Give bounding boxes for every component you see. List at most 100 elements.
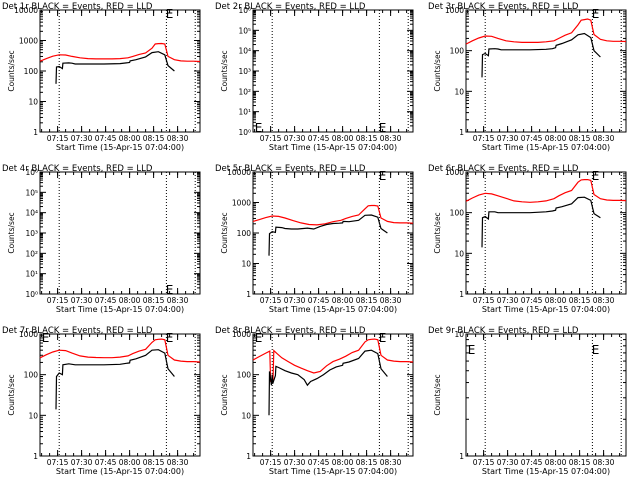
y-tick-label: 100 (237, 371, 252, 380)
y-tick-label: 100 (450, 47, 465, 56)
event-marker-e: E (255, 331, 263, 345)
y-axis-label: Counts/sec (7, 374, 16, 415)
x-axis-label: Start Time (15-Apr-15 07:04:00) (482, 305, 610, 314)
x-axis-label: Start Time (15-Apr-15 07:04:00) (56, 305, 184, 314)
lld-series-line (465, 179, 627, 203)
event-marker-e: E (592, 343, 600, 357)
panel-title: Det 5r BLACK = Events, RED = LLD (215, 164, 366, 174)
x-axis-label: Start Time (15-Apr-15 07:04:00) (482, 467, 610, 476)
x-tick-label: 07:15 (260, 296, 282, 305)
x-tick-label: 07:30 (284, 458, 306, 467)
panel-title: Det 1r BLACK = Events, RED = LLD (2, 2, 153, 12)
panel-title: Det 6r BLACK = Events, RED = LLD (428, 164, 579, 174)
plot-frame (465, 9, 627, 133)
y-tick-label: 1 (246, 290, 251, 299)
event-marker-e: E (592, 169, 600, 183)
events-series-line (268, 349, 388, 416)
x-tick-label: 08:00 (119, 296, 141, 305)
y-tick-label: 10000 (14, 6, 38, 15)
y-tick-label: 1 (459, 128, 464, 137)
x-axis-label: Start Time (15-Apr-15 07:04:00) (269, 143, 397, 152)
x-tick-label: 08:30 (593, 458, 615, 467)
y-tick-label: 1000 (19, 330, 38, 339)
panel-title: Det 9r BLACK = Events, RED = LLD (428, 326, 579, 336)
y-tick-label: 10⁴ (238, 47, 251, 56)
y-tick-label: 10⁰ (238, 128, 251, 137)
y-tick-label: 1 (33, 452, 38, 461)
x-tick-label: 07:45 (95, 296, 117, 305)
event-marker-e: E (379, 331, 387, 345)
y-tick-label: 1000 (445, 6, 464, 15)
panel-title: Det 7r BLACK = Events, RED = LLD (2, 326, 153, 336)
y-axis-label: Counts/sec (7, 212, 16, 253)
x-axis-label: Start Time (15-Apr-15 07:04:00) (269, 467, 397, 476)
event-marker-e: E (592, 7, 600, 21)
y-tick-label: 10 (28, 411, 38, 420)
detector-panel: Det 1r BLACK = Events, RED = LLD 1 10 100 10… (2, 2, 201, 152)
x-tick-label: 08:15 (143, 296, 165, 305)
x-tick-label: 08:15 (356, 134, 378, 143)
x-tick-label: 07:45 (521, 134, 543, 143)
x-tick-label: 07:45 (95, 134, 117, 143)
x-tick-label: 07:15 (473, 458, 495, 467)
event-marker-e: E (468, 343, 476, 357)
detector-panel: Det 7r BLACK = Events, RED = LLD 1 10 100 10… (2, 326, 201, 476)
x-tick-label: 07:30 (71, 458, 93, 467)
y-axis-label: Counts/sec (7, 50, 16, 91)
plot-frame (465, 333, 627, 457)
x-tick-label: 08:00 (545, 296, 567, 305)
events-series-line (481, 196, 601, 248)
lld-series-line (252, 204, 414, 226)
x-tick-label: 08:00 (119, 458, 141, 467)
plot-frame (39, 9, 201, 133)
y-tick-label: 1000 (19, 37, 38, 46)
x-tick-label: 07:30 (284, 134, 306, 143)
y-tick-label: 1 (33, 128, 38, 137)
y-tick-label: 10⁵ (25, 188, 38, 197)
x-tick-label: 08:15 (356, 296, 378, 305)
y-tick-label: 10⁶ (25, 168, 38, 177)
y-tick-label: 10³ (25, 229, 38, 238)
x-tick-label: 08:15 (569, 296, 591, 305)
event-marker-e: E (166, 7, 174, 21)
lld-series-line (39, 338, 201, 363)
y-tick-label: 10⁰ (25, 290, 38, 299)
x-tick-label: 07:45 (521, 458, 543, 467)
x-tick-label: 07:15 (47, 134, 69, 143)
detector-panel: Det 5r BLACK = Events, RED = LLD 1 10 100 10… (215, 164, 414, 314)
y-axis-label: Counts/sec (220, 50, 229, 91)
y-axis-label: Counts/sec (433, 212, 442, 253)
x-tick-label: 08:30 (167, 296, 189, 305)
events-series-line (55, 51, 175, 84)
x-tick-label: 08:30 (380, 134, 402, 143)
y-tick-label: 10 (28, 98, 38, 107)
y-axis-label: Counts/sec (220, 212, 229, 253)
x-tick-label: 07:30 (71, 134, 93, 143)
x-tick-label: 08:00 (332, 134, 354, 143)
events-series-line (55, 349, 175, 410)
plot-frame (39, 333, 201, 457)
y-tick-label: 10¹ (25, 270, 38, 279)
y-axis-label: Counts/sec (433, 50, 442, 91)
x-tick-label: 08:00 (332, 458, 354, 467)
y-tick-label: 10⁵ (238, 26, 251, 35)
x-tick-label: 08:15 (569, 134, 591, 143)
detector-panel: Det 8r BLACK = Events, RED = LLD 1 10 100 10… (215, 326, 414, 476)
panel-title: Det 2r BLACK = Events, RED = LLD (215, 2, 366, 12)
x-tick-label: 07:30 (284, 296, 306, 305)
y-tick-label: 1 (246, 452, 251, 461)
x-tick-label: 07:45 (521, 296, 543, 305)
x-tick-label: 08:15 (356, 458, 378, 467)
x-tick-label: 07:45 (308, 134, 330, 143)
event-marker-e: E (166, 283, 174, 297)
plot-frame (252, 171, 414, 295)
event-marker-e: E (166, 331, 174, 345)
y-tick-label: 1 (459, 290, 464, 299)
y-tick-label: 100 (24, 371, 39, 380)
y-axis-label: Counts/sec (433, 374, 442, 415)
event-marker-e: E (379, 121, 387, 135)
events-series-line (481, 32, 601, 78)
x-tick-label: 08:00 (545, 134, 567, 143)
y-tick-label: 10¹ (238, 108, 251, 117)
x-axis-label: Start Time (15-Apr-15 07:04:00) (56, 467, 184, 476)
